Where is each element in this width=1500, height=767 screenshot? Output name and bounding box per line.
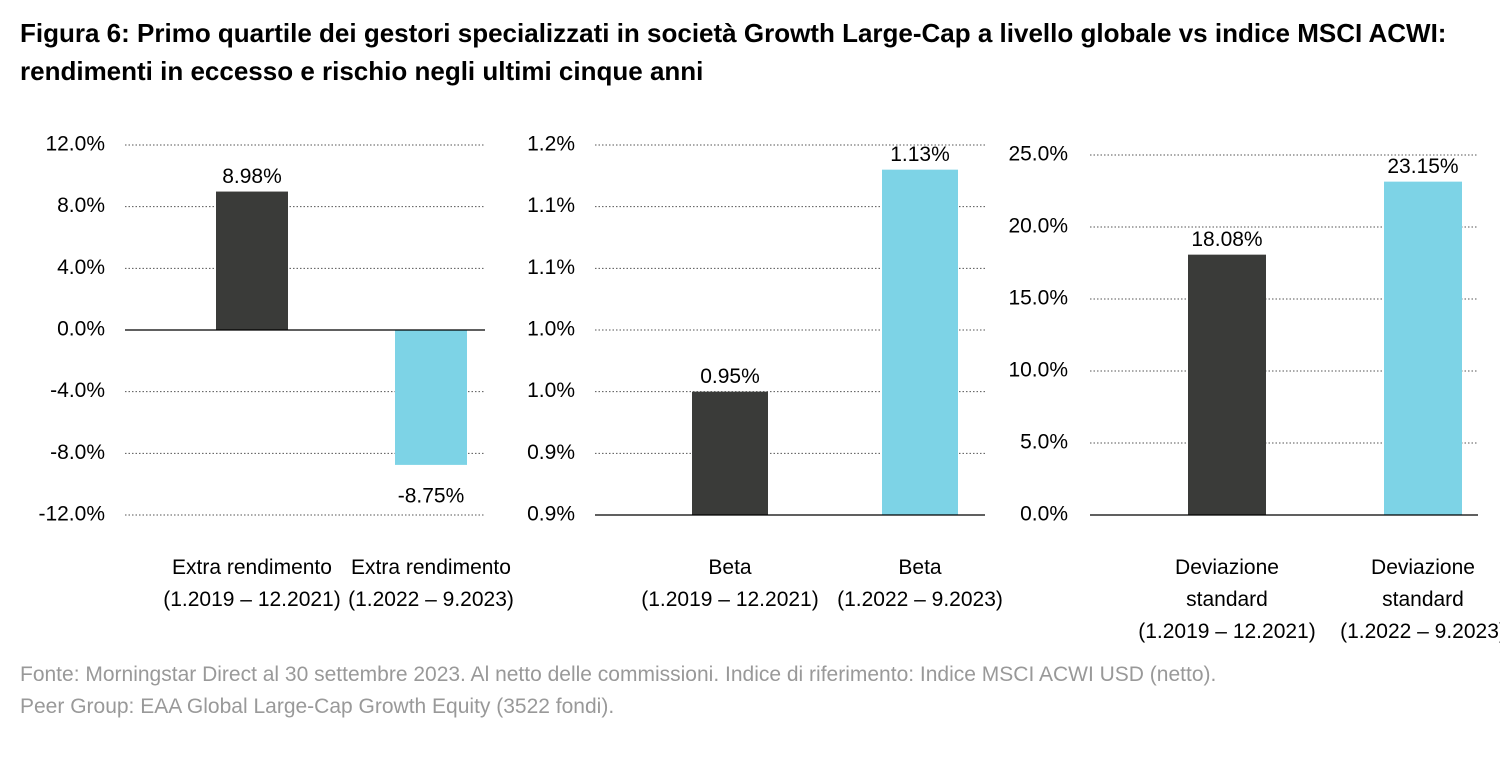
y-tick-label: 10.0%	[1008, 359, 1068, 382]
y-tick-label: 20.0%	[1008, 215, 1068, 238]
x-tick-label: Extra rendimento (1.2019 – 12.2021)	[163, 556, 341, 611]
y-tick-label: 5.0%	[1020, 431, 1068, 454]
x-tick-label: Extra rendimento (1.2022 – 9.2023)	[348, 556, 514, 611]
y-tick-label: -8.0%	[50, 441, 105, 464]
bar	[1384, 181, 1462, 515]
y-tick-label: 12.0%	[45, 133, 105, 156]
y-tick-label: 15.0%	[1008, 287, 1068, 310]
bar	[1188, 254, 1266, 515]
value-label: -8.75%	[398, 484, 465, 507]
title: Figura 6: Primo quartile dei gestori spe…	[20, 18, 1447, 86]
x-tick-label: Beta (1.2022 – 9.2023)	[837, 556, 1003, 611]
bar	[216, 191, 288, 330]
y-tick-label: 1.1%	[527, 256, 575, 279]
note: Fonte: Morningstar Direct al 30 settembr…	[20, 663, 1217, 686]
y-tick-label: 0.9%	[527, 441, 575, 464]
notes: Fonte: Morningstar Direct al 30 settembr…	[20, 659, 1350, 723]
value-label: 23.15%	[1387, 155, 1458, 178]
bar	[692, 391, 768, 515]
value-label: 8.98%	[222, 165, 282, 188]
x-tick-label: Beta (1.2019 – 12.2021)	[641, 556, 819, 611]
y-tick-label: -12.0%	[38, 503, 105, 526]
y-tick-label: 1.0%	[527, 318, 575, 341]
y-tick-label: 0.9%	[527, 503, 575, 526]
bar	[882, 169, 958, 515]
y-tick-label: 4.0%	[57, 256, 105, 279]
y-tick-label: -4.0%	[50, 379, 105, 402]
y-tick-label: 25.0%	[1008, 143, 1068, 166]
y-tick-label: 8.0%	[57, 194, 105, 217]
value-label: 18.08%	[1191, 228, 1262, 251]
value-label: 1.13%	[890, 143, 950, 166]
y-tick-label: 0.0%	[1020, 503, 1068, 526]
y-tick-label: 1.0%	[527, 379, 575, 402]
x-tick-label: Deviazione standard (1.2022 – 9.2023)	[1340, 556, 1500, 643]
y-tick-label: 1.1%	[527, 194, 575, 217]
y-tick-label: 1.2%	[527, 133, 575, 156]
x-tick-label: Deviazione standard (1.2019 – 12.2021)	[1138, 556, 1316, 643]
y-tick-label: 0.0%	[57, 318, 105, 341]
bar	[395, 330, 467, 465]
value-label: 0.95%	[700, 365, 760, 388]
note: Peer Group: EAA Global Large-Cap Growth …	[20, 695, 615, 718]
